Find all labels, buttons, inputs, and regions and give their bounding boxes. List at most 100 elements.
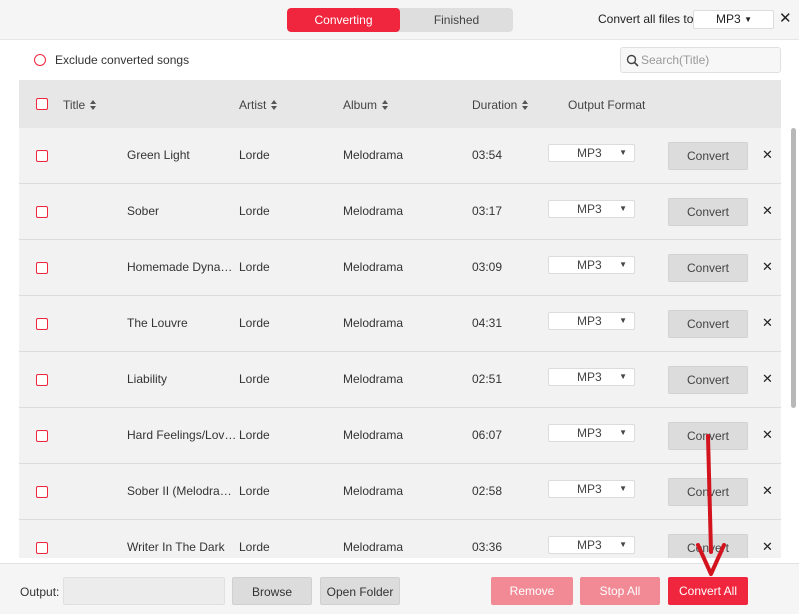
- row-format-select[interactable]: MP3 ▼: [548, 480, 635, 498]
- search-input[interactable]: Search(Title): [620, 47, 781, 73]
- chevron-down-icon: ▼: [619, 540, 627, 549]
- table-row: The Louvre Lorde Melodrama 04:31 MP3 ▼ Co…: [19, 296, 781, 352]
- chevron-down-icon: ▼: [619, 372, 627, 381]
- convert-button[interactable]: Convert: [668, 478, 748, 506]
- convert-button[interactable]: Convert: [668, 310, 748, 338]
- remove-row-icon[interactable]: ✕: [762, 315, 773, 330]
- open-folder-button[interactable]: Open Folder: [320, 577, 400, 605]
- song-artist: Lorde: [239, 260, 270, 274]
- song-artist: Lorde: [239, 484, 270, 498]
- table-row: Green Light Lorde Melodrama 03:54 MP3 ▼ C…: [19, 128, 781, 184]
- song-artist: Lorde: [239, 316, 270, 330]
- close-icon[interactable]: ✕: [779, 10, 792, 27]
- remove-row-icon[interactable]: ✕: [762, 147, 773, 162]
- songs-table: Title Artist Album Duration Output Forma…: [19, 80, 781, 558]
- convert-button[interactable]: Convert: [668, 422, 748, 450]
- song-duration: 04:31: [472, 316, 503, 330]
- remove-row-icon[interactable]: ✕: [762, 483, 773, 498]
- row-checkbox[interactable]: [36, 430, 48, 442]
- output-path-field[interactable]: [63, 577, 225, 605]
- exclude-converted-option[interactable]: Exclude converted songs: [34, 53, 189, 67]
- song-artist: Lorde: [239, 428, 270, 442]
- row-format-select[interactable]: MP3 ▼: [548, 536, 635, 554]
- row-format-value: MP3: [577, 426, 602, 440]
- output-label: Output:: [20, 585, 60, 599]
- table-row: Hard Feelings/Lov… Lorde Melodrama 06:07…: [19, 408, 781, 464]
- browse-button[interactable]: Browse: [232, 577, 312, 605]
- song-title: Green Light: [127, 148, 190, 162]
- convert-all-button[interactable]: Convert All: [668, 577, 748, 605]
- row-format-select[interactable]: MP3 ▼: [548, 424, 635, 442]
- chevron-down-icon: ▼: [619, 484, 627, 493]
- header-duration[interactable]: Duration: [472, 98, 529, 112]
- chevron-down-icon: ▼: [619, 148, 627, 157]
- search-placeholder: Search(Title): [641, 53, 710, 67]
- chevron-down-icon: ▼: [744, 15, 752, 24]
- row-format-select[interactable]: MP3 ▼: [548, 144, 635, 162]
- song-duration: 06:07: [472, 428, 503, 442]
- row-format-select[interactable]: MP3 ▼: [548, 312, 635, 330]
- row-checkbox[interactable]: [36, 262, 48, 274]
- song-duration: 03:17: [472, 204, 503, 218]
- sort-icon: [382, 100, 389, 110]
- convert-button[interactable]: Convert: [668, 366, 748, 394]
- remove-row-icon[interactable]: ✕: [762, 203, 773, 218]
- convert-button[interactable]: Convert: [668, 142, 748, 170]
- song-album: Melodrama: [343, 260, 404, 274]
- exclude-radio[interactable]: [34, 54, 46, 66]
- song-artist: Lorde: [239, 204, 270, 218]
- row-checkbox[interactable]: [36, 150, 48, 162]
- tab-converting[interactable]: Converting: [287, 8, 400, 32]
- song-album: Melodrama: [343, 484, 404, 498]
- song-title: Writer In The Dark: [127, 540, 225, 554]
- row-checkbox[interactable]: [36, 486, 48, 498]
- song-album: Melodrama: [343, 148, 404, 162]
- remove-row-icon[interactable]: ✕: [762, 539, 773, 554]
- remove-row-icon[interactable]: ✕: [762, 259, 773, 274]
- table-row: Sober Lorde Melodrama 03:17 MP3 ▼ Convert…: [19, 184, 781, 240]
- remove-button[interactable]: Remove: [491, 577, 573, 605]
- song-title: The Louvre: [127, 316, 188, 330]
- row-checkbox[interactable]: [36, 318, 48, 330]
- song-artist: Lorde: [239, 540, 270, 554]
- header-title[interactable]: Title: [63, 98, 97, 112]
- chevron-down-icon: ▼: [619, 316, 627, 325]
- row-checkbox[interactable]: [36, 374, 48, 386]
- global-format-select[interactable]: MP3 ▼: [693, 10, 774, 29]
- footer-bar: Output: Browse Open Folder Remove Stop A…: [0, 563, 799, 614]
- sort-icon: [271, 100, 278, 110]
- song-title: Homemade Dynam…: [127, 260, 237, 274]
- song-duration: 03:54: [472, 148, 503, 162]
- select-all-checkbox[interactable]: [36, 98, 48, 110]
- header-artist[interactable]: Artist: [239, 98, 278, 112]
- convert-button[interactable]: Convert: [668, 254, 748, 282]
- remove-row-icon[interactable]: ✕: [762, 427, 773, 442]
- sort-icon: [522, 100, 529, 110]
- row-format-value: MP3: [577, 482, 602, 496]
- convert-button[interactable]: Convert: [668, 534, 748, 558]
- header-album[interactable]: Album: [343, 98, 389, 112]
- remove-row-icon[interactable]: ✕: [762, 371, 773, 386]
- song-duration: 03:36: [472, 540, 503, 554]
- exclude-label: Exclude converted songs: [55, 53, 190, 67]
- song-artist: Lorde: [239, 148, 270, 162]
- table-scrollbar[interactable]: [791, 128, 796, 408]
- chevron-down-icon: ▼: [619, 204, 627, 213]
- search-icon: [626, 54, 639, 67]
- convert-button[interactable]: Convert: [668, 198, 748, 226]
- global-format-value: MP3: [716, 12, 741, 26]
- song-album: Melodrama: [343, 204, 404, 218]
- song-title: Sober: [127, 204, 160, 218]
- stop-all-button[interactable]: Stop All: [580, 577, 660, 605]
- song-title: Sober II (Melodrama): [127, 484, 237, 498]
- row-format-select[interactable]: MP3 ▼: [548, 256, 635, 274]
- row-format-select[interactable]: MP3 ▼: [548, 200, 635, 218]
- chevron-down-icon: ▼: [619, 260, 627, 269]
- song-title: Liability: [127, 372, 168, 386]
- tab-finished[interactable]: Finished: [433, 13, 480, 27]
- row-checkbox[interactable]: [36, 542, 48, 554]
- row-checkbox[interactable]: [36, 206, 48, 218]
- convert-all-label: Convert all files to:: [598, 12, 697, 26]
- row-format-select[interactable]: MP3 ▼: [548, 368, 635, 386]
- row-format-value: MP3: [577, 258, 602, 272]
